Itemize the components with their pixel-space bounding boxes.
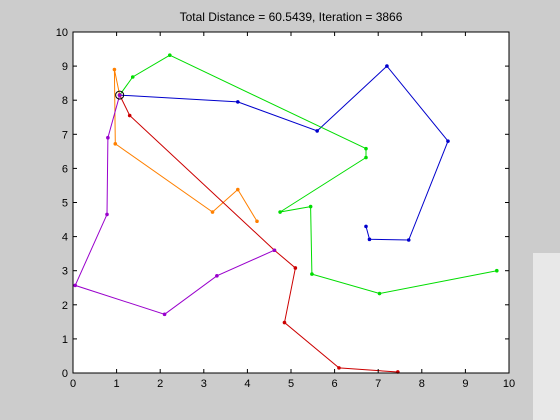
y-tick-label: 4	[62, 232, 68, 244]
route-5-point	[106, 135, 110, 140]
x-tick-label: 5	[288, 378, 294, 390]
route-1-point	[315, 129, 319, 133]
route-series-group	[73, 53, 499, 374]
route-1-point	[364, 224, 368, 229]
x-tick-label: 10	[503, 378, 515, 390]
route-4-point	[337, 366, 341, 370]
x-tick-label: 7	[375, 378, 381, 390]
route-1-point	[385, 64, 389, 68]
route-line-2	[119, 54, 497, 295]
route-5-point	[105, 212, 109, 217]
x-tick-label: 1	[114, 378, 120, 390]
y-tick-label: 6	[62, 163, 68, 175]
route-1-point	[406, 238, 411, 242]
route-2-point	[364, 146, 368, 151]
route-line-3	[113, 69, 258, 222]
x-tick-label: 8	[419, 378, 425, 390]
side-panel	[533, 253, 560, 420]
route-2-point	[310, 272, 314, 276]
x-tick-label: 9	[462, 378, 468, 390]
route-2-point	[377, 291, 382, 296]
y-tick-label: 9	[62, 61, 68, 73]
y-tick-label: 0	[62, 368, 68, 380]
route-4-point	[282, 320, 287, 325]
route-3-point	[112, 67, 117, 72]
route-2-point	[308, 204, 313, 209]
route-4-point	[293, 266, 298, 270]
depot-marker	[115, 90, 125, 100]
route-3-point	[236, 187, 240, 192]
x-tick-label: 4	[244, 378, 250, 390]
route-2-point	[130, 75, 135, 79]
route-2-point	[494, 268, 499, 273]
route-4-point	[127, 113, 132, 118]
x-tick-label: 0	[70, 378, 76, 390]
route-5-point	[117, 93, 122, 97]
chart-title: Total Distance = 60.5439, Iteration = 38…	[180, 10, 403, 24]
route-5-point	[215, 274, 219, 278]
x-tick-label: 2	[157, 378, 163, 390]
y-tick-label: 7	[62, 129, 68, 141]
route-3-point	[255, 219, 259, 224]
route-1-point	[236, 100, 240, 104]
y-tick-label: 10	[56, 27, 68, 39]
route-3-point	[210, 210, 215, 214]
route-line-1	[119, 65, 449, 241]
route-5-point	[73, 283, 77, 288]
route-5-point	[272, 248, 277, 253]
y-tick-label: 1	[62, 334, 68, 346]
y-tick-label: 5	[62, 198, 68, 210]
route-1-point	[446, 139, 450, 143]
x-tick-label: 3	[201, 378, 207, 390]
route-1-point	[367, 237, 372, 242]
plot-area	[73, 32, 509, 373]
y-tick-label: 2	[62, 300, 68, 312]
route-5-point	[162, 312, 167, 317]
y-tick-label: 8	[62, 95, 68, 107]
x-tick-label: 6	[332, 378, 338, 390]
route-2-point	[167, 53, 172, 57]
route-3-point	[113, 142, 118, 146]
y-tick-label: 3	[62, 266, 68, 278]
route-2-point	[364, 155, 368, 160]
axes-group: 0 1 2 3 4 5 6 7 8 9 10 0 1 2 3 4 5 6 7 8 9 10	[56, 27, 515, 390]
route-2-point	[278, 210, 282, 214]
